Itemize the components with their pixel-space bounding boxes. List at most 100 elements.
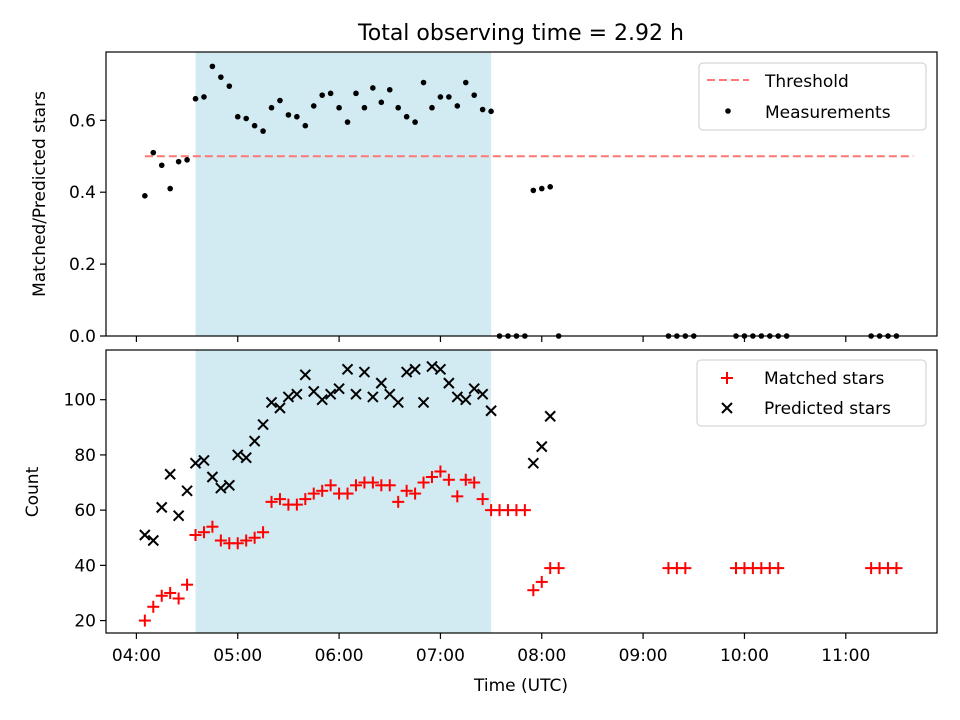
top-ytick-label: 0.6: [69, 111, 96, 131]
marker-stroke: [367, 391, 379, 403]
top-ticks-layer: 0.0 0.2 0.4 0.6: [69, 111, 847, 347]
top-shade-layer: [195, 52, 492, 336]
predicted-star-point: [240, 451, 252, 464]
predicted-star-point: [358, 366, 371, 378]
observing-window-band: [195, 52, 492, 336]
matched-star-point: [214, 534, 227, 547]
predicted-star-point: [257, 418, 269, 431]
measurement-point: [462, 79, 469, 86]
matched-star-point: [231, 537, 244, 550]
marker-stroke: [274, 402, 286, 414]
measurement-point: [277, 97, 283, 104]
measurement-point: [479, 106, 486, 113]
marker-stroke: [375, 377, 388, 389]
measurement-point: [268, 104, 275, 111]
marker-stroke: [265, 396, 278, 409]
measurement-point: [412, 119, 418, 125]
marker-stroke: [139, 529, 151, 541]
predicted-legend-label: Predicted stars: [764, 399, 891, 419]
predicted-star-point: [172, 509, 185, 522]
predicted-star-point: [367, 391, 379, 403]
measurement-point: [370, 85, 376, 91]
matched-star-point: [459, 473, 472, 486]
marker-stroke: [232, 449, 244, 461]
marker-stroke: [156, 501, 168, 514]
bottom-ytick-label: 20: [74, 612, 96, 632]
marker-stroke: [358, 366, 371, 378]
measurement-point: [251, 122, 258, 129]
predicted-star-point: [324, 388, 337, 400]
marker-stroke: [350, 388, 362, 400]
matched-star-point: [425, 471, 438, 484]
marker-stroke: [223, 479, 236, 491]
predicted-star-point: [417, 396, 430, 409]
measurement-point: [142, 192, 148, 199]
measurement-point: [386, 86, 393, 93]
matched-star-point: [400, 484, 413, 497]
predicted-star-point: [426, 360, 438, 373]
bottom-xtick-label: 05:00: [213, 646, 262, 666]
measurement-point: [446, 94, 452, 100]
predicted-star-point: [156, 501, 168, 514]
measurement-point: [429, 104, 435, 111]
matched-star-point: [189, 528, 202, 541]
predicted-star-point: [468, 382, 480, 395]
marker-stroke: [147, 534, 159, 547]
marker-stroke: [527, 457, 540, 469]
threshold-legend-label: Threshold: [764, 72, 849, 92]
predicted-star-point: [544, 410, 556, 422]
top-points-layer: [142, 63, 900, 339]
bottom-xtick-label: 09:00: [619, 646, 668, 666]
matched-star-point: [299, 493, 312, 506]
matched-star-point: [518, 504, 531, 517]
bottom-axes-frame: [105, 349, 938, 634]
matched-star-point: [442, 473, 455, 486]
measurement-point: [184, 157, 190, 163]
measurement-point: [454, 103, 461, 109]
top-panel: 0.0 0.2 0.4 0.6 Matched/Predicted stars Thr…: [30, 51, 938, 347]
measurement-point: [530, 187, 537, 194]
measurement-point: [327, 90, 334, 97]
predicted-star-point: [341, 363, 354, 376]
marker-stroke: [240, 451, 252, 464]
marker-stroke: [299, 369, 312, 381]
predicted-star-point: [299, 369, 312, 381]
matched-star-point: [248, 531, 261, 544]
measurement-point: [260, 128, 266, 134]
predicted-star-point: [476, 388, 489, 400]
bottom-xtick-label: 11:00: [821, 646, 870, 666]
marker-stroke: [172, 509, 185, 522]
marker-stroke: [468, 382, 480, 395]
matched-star-point: [476, 493, 489, 506]
measurement-point: [353, 90, 359, 97]
matched-star-point: [138, 614, 151, 627]
bottom-xtick-label: 06:00: [315, 646, 364, 666]
predicted-star-point: [392, 396, 404, 409]
bottom-ylabel: Count: [23, 466, 43, 517]
matched-star-point: [890, 562, 903, 575]
observing-window-band: [195, 350, 492, 633]
predicted-star-point: [198, 454, 210, 467]
measurement-point: [294, 113, 300, 120]
matched-star-point: [290, 498, 303, 511]
predicted-star-point: [451, 391, 464, 403]
top-ytick-label: 0.2: [69, 255, 96, 275]
bottom-ytick-label: 100: [64, 391, 96, 411]
measurement-point: [201, 94, 207, 100]
measurement-point: [378, 99, 385, 106]
matched-star-point: [307, 487, 320, 500]
measurement-point: [209, 63, 216, 70]
bottom-shade-layer: [195, 350, 492, 633]
measurement-point: [150, 149, 157, 156]
predicted-legend-marker: [721, 402, 733, 414]
marker-stroke: [333, 382, 345, 395]
bottom-xtick-label: 04:00: [112, 646, 161, 666]
predicted-star-point: [350, 388, 362, 400]
matched-legend-label: Matched stars: [764, 369, 884, 389]
measurement-point: [547, 184, 554, 190]
predicted-star-point: [460, 393, 472, 406]
matched-star-point: [434, 465, 447, 478]
marker-stroke: [341, 363, 354, 376]
marker-stroke: [384, 388, 396, 400]
